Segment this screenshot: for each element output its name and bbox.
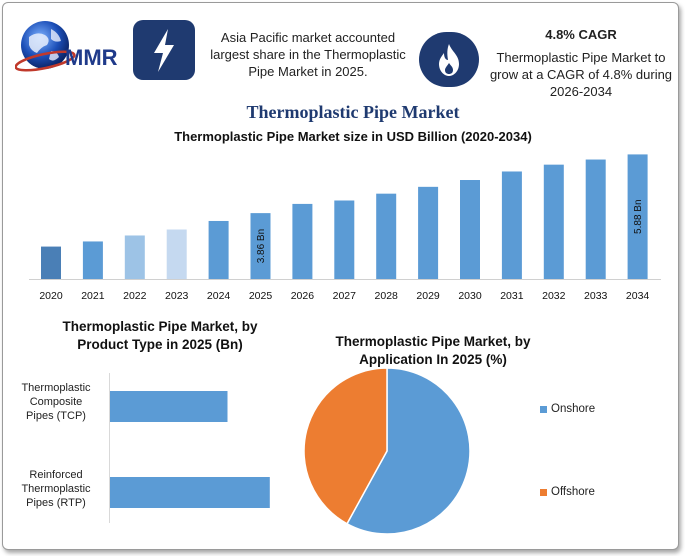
tick-label-2029: 2029 (416, 290, 440, 302)
legend-label-offshore: Offshore (551, 486, 595, 498)
info-text-2: 4.8% CAGR Thermoplastic Pipe Market to g… (481, 26, 678, 100)
application-title-line-1: Thermoplastic Pipe Market, by (335, 334, 531, 349)
tick-label-2026: 2026 (291, 290, 315, 302)
bar-2032 (543, 164, 564, 279)
info-text-2-line-1: Thermoplastic Pipe Market to (496, 50, 666, 65)
tick-label-2023: 2023 (165, 290, 189, 302)
product-type-chart-title: Thermoplastic Pipe Market, by Product Ty… (45, 318, 275, 354)
lightning-icon-badge (133, 20, 195, 80)
infographic-frame: MMR Asia Pacific market accounted larges… (2, 2, 679, 550)
bar-2028 (376, 193, 397, 279)
tick-label-2028: 2028 (375, 290, 399, 302)
data-label-2025: 3.86 Bn (256, 229, 267, 263)
data-label-2034: 5.88 Bn (633, 199, 644, 233)
legend-swatch-offshore (540, 488, 547, 496)
category-label-tcp-line-2: Composite (29, 396, 83, 408)
category-label-tcp-line-3: Pipes (TCP) (26, 410, 86, 422)
bar-2033 (585, 159, 606, 279)
info-text-2-line-3: 2026-2034 (549, 84, 613, 99)
pie-slice-offshore (303, 367, 388, 525)
product-type-title-line-2: Product Type in 2025 (Bn) (77, 337, 243, 352)
bar-2024 (208, 220, 229, 279)
tick-label-2024: 2024 (207, 290, 231, 302)
tick-label-2025: 2025 (249, 290, 273, 302)
flame-icon-badge (419, 32, 479, 87)
hbar-tcp (110, 391, 228, 422)
legend-item-offshore: Offshore (540, 486, 595, 498)
pie-slice-onshore (345, 367, 471, 535)
info-text-1-line-2: largest share in the Thermoplastic (210, 47, 406, 62)
bar-2022 (124, 235, 145, 279)
info-text-1-line-3: Pipe Market in 2025. (248, 64, 368, 79)
category-label-rtp: Reinforced Thermoplastic Pipes (RTP) (10, 468, 102, 510)
tick-label-2034: 2034 (626, 290, 650, 302)
bar-2027 (334, 200, 355, 279)
info-text-1-line-1: Asia Pacific market accounted (220, 30, 396, 45)
main-chart-title: Thermoplastic Pipe Market (246, 102, 460, 122)
application-pie-chart (303, 367, 471, 535)
hbar-rtp (110, 477, 270, 508)
category-label-rtp-line-3: Pipes (RTP) (26, 497, 86, 509)
bar-2034 (627, 154, 648, 279)
tick-label-2032: 2032 (542, 290, 566, 302)
bar-2029 (418, 186, 439, 279)
category-label-rtp-line-2: Thermoplastic (21, 483, 91, 495)
lightning-bolt-icon (154, 29, 174, 72)
bar-2030 (460, 180, 480, 279)
legend-swatch-onshore (540, 405, 547, 413)
tick-label-2020: 2020 (39, 290, 63, 302)
logo-text: MMR (65, 45, 118, 70)
bar-2031 (501, 171, 522, 279)
info-text-1: Asia Pacific market accounted largest sh… (203, 29, 413, 80)
application-chart-title: Thermoplastic Pipe Market, by Applicatio… (313, 333, 553, 369)
cagr-heading: 4.8% CAGR (545, 27, 617, 42)
bar-2025 (250, 213, 271, 279)
logo: MMR (14, 17, 130, 77)
category-label-tcp-line-1: Thermoplastic (21, 382, 91, 394)
market-size-bar-chart: 2020 2021 2022 2023 2024 2025 3.86 Bn 2026 2027 2… (29, 154, 661, 302)
bar-2026 (292, 203, 313, 279)
tick-label-2031: 2031 (500, 290, 524, 302)
tick-label-2030: 2030 (458, 290, 482, 302)
globe-icon: MMR (14, 21, 118, 72)
tick-label-2021: 2021 (81, 290, 105, 302)
product-type-bar-chart (109, 373, 270, 523)
tick-label-2022: 2022 (123, 290, 147, 302)
legend-label-onshore: Onshore (551, 403, 596, 415)
tick-label-2027: 2027 (333, 290, 357, 302)
main-chart-subtitle: Thermoplastic Pipe Market size in USD Bi… (174, 129, 532, 144)
category-label-tcp: Thermoplastic Composite Pipes (TCP) (10, 381, 102, 423)
category-label-rtp-line-1: Reinforced (29, 469, 83, 481)
flame-icon (439, 44, 459, 76)
bar-2020 (41, 246, 61, 279)
application-title-line-2: Application In 2025 (%) (359, 352, 507, 367)
product-type-title-line-1: Thermoplastic Pipe Market, by (62, 319, 258, 334)
tick-label-2033: 2033 (584, 290, 608, 302)
bar-2021 (82, 241, 103, 279)
info-text-2-line-2: grow at a CAGR of 4.8% during (489, 67, 673, 82)
bar-2023 (166, 229, 187, 279)
legend-item-onshore: Onshore (540, 403, 595, 415)
